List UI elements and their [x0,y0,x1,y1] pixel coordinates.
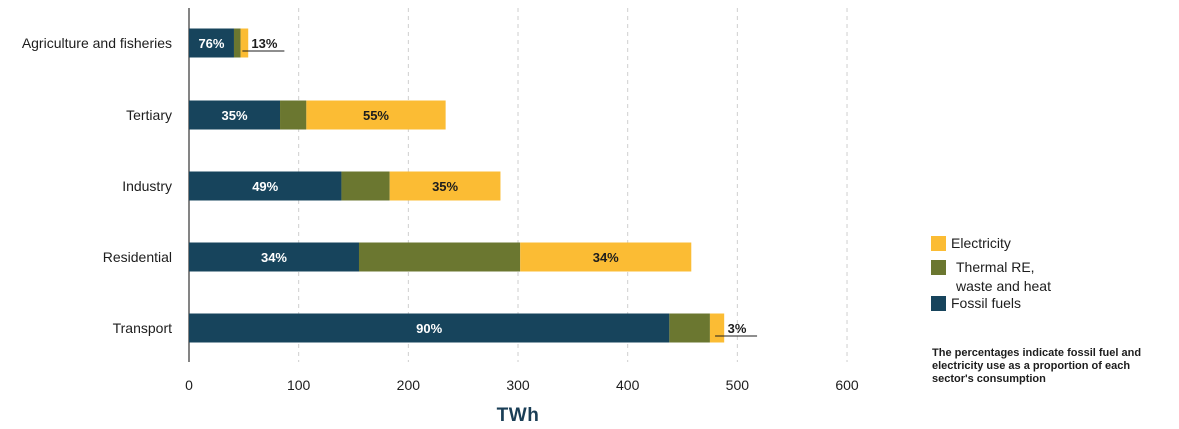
legend-label-thermal: Thermal RE, waste and heat [956,259,1051,294]
footnote: The percentages indicate fossil fuel and… [932,347,1142,385]
x-tick-label: 400 [616,377,640,393]
bar-electricity [709,313,725,343]
legend-swatch-electricity [931,236,946,251]
bar-fossil [189,171,342,201]
bar-thermal [669,313,710,343]
bar-thermal [341,171,390,201]
legend-swatch-fossil [931,296,946,311]
bar-label-fossil: 35% [221,108,247,123]
bar-label-fossil: 49% [252,179,278,194]
bar-electricity [306,100,446,130]
x-tick-label: 0 [185,377,193,393]
legend-item-thermal: Thermal RE, waste and heat [931,254,1171,294]
category-label: Residential [103,249,172,265]
bar-fossil [189,28,234,58]
legend-label-electricity: Electricity [951,235,1011,251]
bar-label-electricity: 34% [593,250,619,265]
bar-thermal [280,100,307,130]
x-tick-label: 200 [397,377,421,393]
legend-swatch-thermal [931,260,946,275]
bar-label-fossil: 34% [261,250,287,265]
bar-electricity [520,242,692,272]
bar-fossil [189,242,359,272]
bar-thermal [233,28,241,58]
bar-fossil [189,100,281,130]
bar-label-electricity: 3% [728,321,747,336]
legend-item-fossil: Fossil fuels [931,292,1171,314]
bar-thermal [358,242,521,272]
bar-fossil [189,313,670,343]
legend-item-electricity: Electricity [931,232,1171,254]
x-tick-label: 600 [835,377,859,393]
legend-label-fossil: Fossil fuels [951,295,1022,311]
x-tick-label: 300 [506,377,530,393]
bar-electricity [389,171,501,201]
x-tick-label: 100 [287,377,311,393]
category-label: Agriculture and fisheries [22,35,172,51]
category-label: Industry [122,178,172,194]
category-label: Tertiary [126,107,172,123]
bar-label-electricity: 55% [363,108,389,123]
x-axis-title: TWh [497,405,540,426]
category-label: Transport [113,320,173,336]
legend: Electricity Thermal RE, waste and heat F… [931,232,1171,314]
x-tick-label: 500 [726,377,750,393]
bar-label-fossil: 76% [198,36,224,51]
bar-label-electricity: 13% [251,36,277,51]
bar-label-electricity: 35% [432,179,458,194]
bar-electricity [240,28,249,58]
bar-label-fossil: 90% [416,321,442,336]
